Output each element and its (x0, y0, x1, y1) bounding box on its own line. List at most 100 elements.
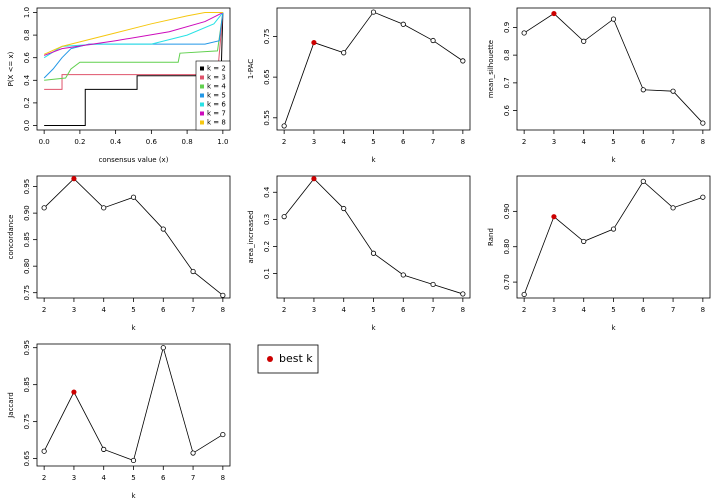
point (460, 291, 466, 297)
point (581, 238, 587, 245)
y-tick-label: 0.2 (263, 241, 271, 252)
best-point (311, 39, 317, 46)
x-axis-label: k (371, 324, 376, 332)
y-tick-label: 0.90 (23, 205, 31, 221)
x-tick-label: 4 (101, 306, 106, 314)
point (130, 194, 137, 200)
point (370, 250, 377, 256)
point (101, 446, 107, 452)
ecdf-line (43, 12, 223, 55)
legend-label: best k (279, 352, 313, 365)
point (700, 194, 706, 200)
y-tick-label: 0.85 (23, 377, 31, 393)
point (400, 272, 406, 278)
x-tick-label: 8 (461, 138, 465, 146)
x-tick-label: 7 (191, 306, 195, 314)
line (283, 178, 463, 295)
y-axis-label: Rand (487, 228, 495, 246)
legend-swatch (200, 84, 204, 89)
x-tick-label: 0.6 (146, 138, 158, 146)
x-tick-label: 5 (131, 306, 135, 314)
x-axis-label: k (611, 324, 616, 332)
y-tick-label: 0.55 (263, 110, 271, 126)
point (341, 50, 347, 56)
y-tick-label: 0.7 (503, 77, 511, 88)
point (190, 450, 196, 456)
legend-swatch (200, 75, 204, 80)
point (670, 205, 676, 211)
point (460, 58, 466, 64)
y-axis-label: concordance (7, 215, 15, 260)
point (220, 431, 226, 438)
x-tick-label: 3 (72, 474, 76, 482)
x-tick-label: 8 (221, 306, 225, 314)
y-tick-label: 0.1 (263, 268, 271, 279)
point (610, 226, 617, 232)
point (610, 16, 617, 22)
panel: 2 3 4 5 6 7 8 0.65 0.75 0.85 0.95 k Jaccard (7, 340, 231, 500)
panel: 2 3 4 5 6 7 8 0.1 0.2 0.3 0.4 k area_increased (247, 175, 471, 332)
y-tick-label: 0.80 (503, 239, 511, 255)
x-tick-label: 2 (522, 306, 526, 314)
point (400, 21, 406, 27)
legend-label: k = 2 (207, 65, 226, 73)
point (281, 123, 287, 129)
plot-box (276, 175, 471, 299)
point (130, 457, 137, 464)
point (190, 268, 196, 275)
x-tick-label: 5 (131, 474, 135, 482)
ecdf-line (44, 12, 224, 81)
plot-box (36, 175, 231, 299)
legend-swatch (200, 102, 204, 107)
best-point (71, 176, 77, 182)
panel: 2 3 4 5 6 7 8 0.6 0.7 0.8 0.9 k mean_silhouette (487, 7, 711, 164)
legend-label: k = 7 (207, 110, 226, 118)
point (281, 214, 287, 220)
line (283, 11, 464, 127)
x-tick-label: 3 (312, 306, 316, 314)
point (220, 292, 226, 298)
line (523, 180, 703, 295)
best-point (551, 10, 557, 17)
legend-label: k = 3 (207, 74, 226, 82)
x-tick-label: 6 (401, 138, 406, 146)
x-axis-label: k (131, 492, 136, 500)
x-tick-label: 6 (641, 306, 646, 314)
y-tick-label: 0.6 (23, 52, 31, 64)
x-tick-label: 6 (641, 138, 646, 146)
x-tick-label: 4 (581, 306, 586, 314)
y-axis-label: 1-PAC (247, 59, 255, 79)
x-tick-label: 4 (341, 306, 346, 314)
y-axis-label: Jaccard (7, 392, 15, 419)
point (430, 281, 436, 288)
point (670, 88, 676, 94)
point (640, 87, 646, 93)
x-tick-label: 3 (552, 138, 556, 146)
point (160, 345, 166, 351)
best-point (551, 214, 557, 220)
x-tick-label: 7 (671, 306, 675, 314)
y-tick-label: 0.6 (503, 104, 511, 116)
legend-swatch (200, 66, 204, 71)
x-tick-label: 8 (701, 306, 705, 314)
line (43, 346, 224, 461)
point (521, 30, 527, 36)
point (430, 37, 436, 44)
x-tick-label: 8 (221, 474, 225, 482)
y-tick-label: 0.3 (263, 214, 271, 225)
y-tick-label: 0.4 (23, 74, 31, 86)
x-tick-label: 0.4 (110, 138, 122, 146)
legend-swatch (200, 111, 204, 116)
y-tick-label: 0.65 (23, 451, 31, 467)
y-tick-label: 0.65 (263, 69, 271, 85)
x-tick-label: 3 (72, 306, 76, 314)
y-axis-label: P(X <= x) (7, 51, 15, 86)
x-tick-label: 4 (581, 138, 586, 146)
plot-box (276, 7, 471, 131)
y-tick-label: 0.90 (503, 204, 511, 220)
x-tick-label: 0.8 (182, 138, 193, 146)
x-tick-label: 6 (161, 306, 166, 314)
panel: 2 3 4 5 6 7 8 0.75 0.80 0.85 0.90 0.95 k concordance (7, 175, 231, 332)
y-tick-label: 0.75 (23, 285, 31, 301)
